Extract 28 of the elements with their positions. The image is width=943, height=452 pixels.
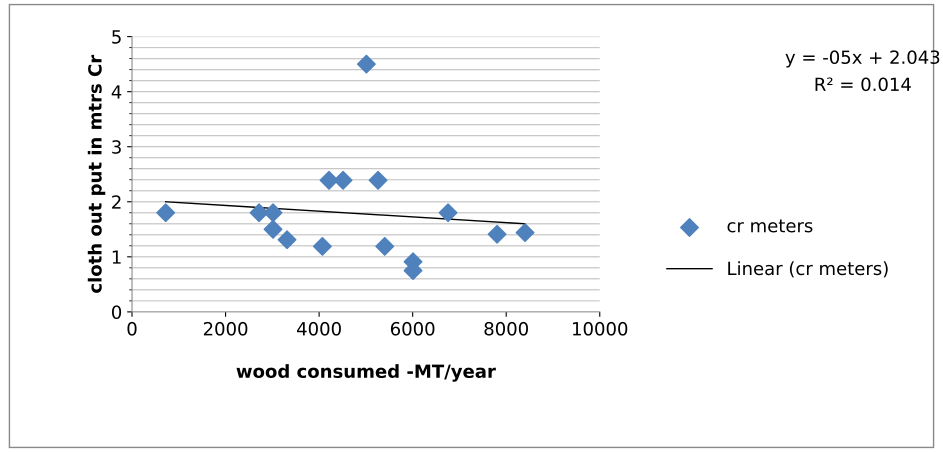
point (516, 223, 535, 242)
x-tick-label: 8000 (484, 322, 528, 336)
y-tick-label: 0 (112, 305, 122, 319)
x-tick-label: 6000 (390, 322, 434, 336)
text: y = -05x + 2.043 (786, 50, 940, 68)
y-tick-label: 2 (112, 195, 120, 209)
x-tick-label: 4000 (297, 322, 341, 336)
point (438, 203, 458, 222)
point (368, 170, 388, 190)
y-tick-label: 5 (112, 30, 121, 44)
x-tick-label: 2000 (204, 322, 248, 336)
point (264, 220, 283, 239)
point (356, 54, 376, 74)
x-tick-label: 10000 (573, 322, 628, 336)
point (278, 230, 297, 250)
text: R² = 0.014 (816, 77, 911, 92)
x-tick-label: 0 (127, 322, 137, 336)
y-tick-label: 3 (112, 140, 121, 154)
point (156, 203, 176, 222)
point (375, 236, 394, 256)
legend-label: cr meters (728, 220, 812, 232)
x-axis-title: wood consumed -MT/year (236, 364, 496, 382)
y-axis-title: cloth out put in mtrs Cr (88, 54, 106, 293)
legend-label: Linear (cr meters) (728, 261, 888, 278)
y-tick-label: 1 (112, 250, 121, 264)
y-tick-label: 4 (112, 85, 122, 99)
point (488, 224, 507, 244)
point (312, 236, 332, 256)
